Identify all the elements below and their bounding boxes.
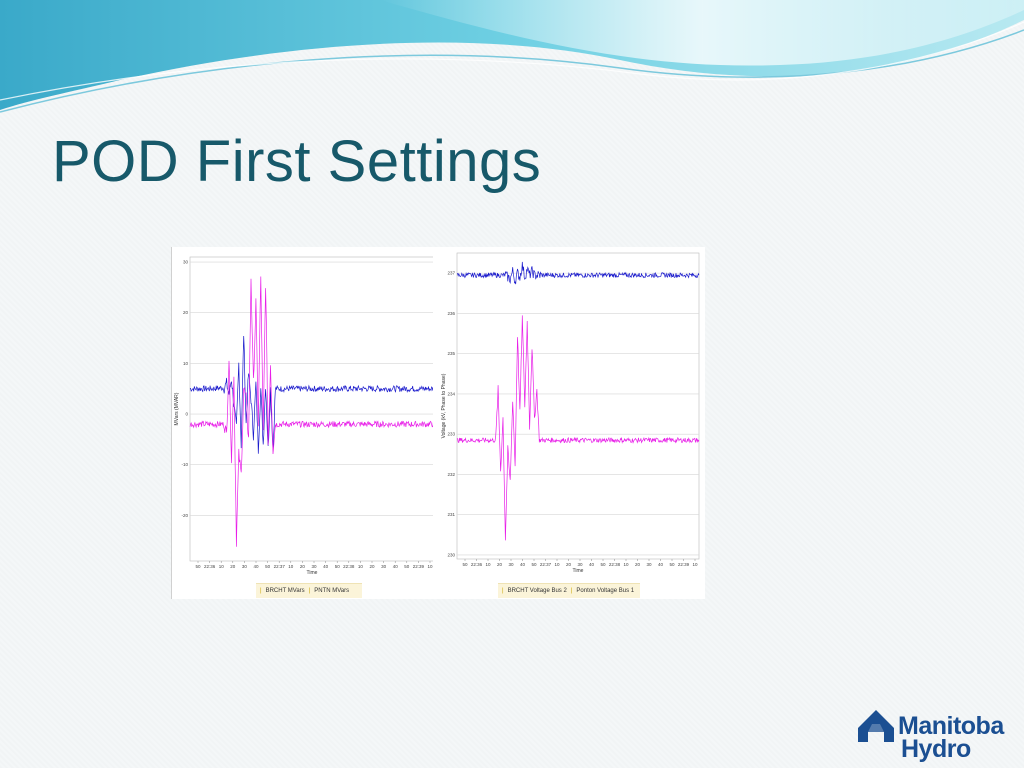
voltage-x-tick-label: 40 (658, 562, 664, 567)
voltage-x-tick-label: 22:36 (471, 562, 483, 567)
mvars-x-tick-label: 30 (381, 564, 387, 569)
mvars-x-tick-label: 10 (427, 564, 433, 569)
mvars-x-tick-label: 40 (253, 564, 259, 569)
voltage-x-tick-label: 30 (508, 562, 514, 567)
mvars-x-tick-label: 50 (265, 564, 271, 569)
voltage-x-tick-label: 50 (462, 562, 468, 567)
voltage-legend: | BRCHT Voltage Bus 2 | Ponton Voltage Bus … (498, 583, 640, 598)
mvars-legend: | BRCHT MVars | PNTN MVars (256, 583, 362, 598)
voltage-y-tick-label: 234 (447, 391, 455, 396)
voltage-x-tick-label: 20 (635, 562, 641, 567)
mvars-y-tick-label: 0 (185, 412, 188, 417)
voltage-x-tick-label: 22:39 (678, 562, 690, 567)
voltage-y-axis-label: Voltage (kV, Phase to Phase) (441, 373, 447, 438)
slide-title: POD First Settings (52, 129, 542, 194)
mvars-chart-panel: 30 20 10 0 -10 -20 50 22:36 10 20 30 40 50 22:37 10 20 3… (171, 247, 442, 599)
manitoba-hydro-logo: Manitoba Hydro (850, 700, 1024, 768)
mvars-x-tick-label: 10 (219, 564, 225, 569)
mvars-x-tick-label: 22:37 (274, 564, 286, 569)
mvars-x-axis-label: Time (307, 570, 318, 576)
mvars-x-tick-label: 50 (404, 564, 410, 569)
mvars-y-tick-label: -10 (181, 462, 188, 467)
legend-separator: | (260, 588, 262, 594)
voltage-chart-panel: 237 236 235 234 233 232 231 230 50 22:36 10 20 30 40 5… (433, 247, 705, 599)
mvars-series-line-2 (189, 276, 435, 547)
mvars-x-tick-label: 20 (230, 564, 236, 569)
voltage-x-tick-label: 30 (646, 562, 652, 567)
mvars-x-tick-label: 30 (311, 564, 317, 569)
voltage-series-line-2 (456, 315, 700, 541)
mvars-x-tick-label: 22:39 (413, 564, 425, 569)
mvars-plot-area (189, 256, 435, 562)
mvars-y-tick-label: 10 (183, 361, 189, 366)
mvars-x-tick-label: 20 (300, 564, 306, 569)
header-swoosh-decoration (0, 0, 1024, 113)
voltage-y-tick-label: 237 (447, 271, 455, 276)
mvars-x-tick-label: 20 (369, 564, 375, 569)
mvars-y-tick-label: -20 (181, 513, 188, 518)
mvars-x-tick-label: 22:36 (204, 564, 216, 569)
voltage-y-tick-label: 231 (447, 512, 455, 517)
voltage-y-tick-label: 232 (447, 472, 455, 477)
voltage-x-tick-label: 10 (554, 562, 560, 567)
voltage-plot-area (456, 252, 700, 560)
legend-separator: | (308, 588, 311, 594)
voltage-x-tick-label: 22:38 (609, 562, 621, 567)
legend-separator: | (570, 588, 573, 594)
voltage-x-tick-label: 10 (485, 562, 491, 567)
legend-separator: | (502, 588, 504, 594)
voltage-x-tick-label: 30 (577, 562, 583, 567)
mvars-x-tick-label: 30 (242, 564, 248, 569)
mvars-y-axis-label: MVars (MVAR) (174, 392, 180, 425)
legend-entry-brcht-mvars: BRCHT MVars (265, 588, 305, 594)
mvars-y-tick-label: 30 (183, 260, 189, 265)
mvars-y-tick-label: 20 (183, 310, 189, 315)
mvars-series-line-1 (189, 335, 435, 454)
voltage-y-tick-label: 236 (447, 311, 455, 316)
voltage-x-tick-label: 40 (589, 562, 595, 567)
voltage-x-tick-label: 40 (520, 562, 526, 567)
voltage-series-line-1 (456, 261, 700, 285)
voltage-x-axis-label: Time (573, 568, 584, 574)
manitoba-hydro-mark-icon (858, 710, 894, 742)
voltage-x-tick-label: 50 (600, 562, 606, 567)
mvars-x-tick-label: 10 (358, 564, 364, 569)
logo-text-hydro: Hydro (901, 735, 971, 763)
voltage-x-tick-label: 50 (669, 562, 675, 567)
mvars-x-tick-label: 50 (335, 564, 341, 569)
legend-entry-ponton-voltage: Ponton Voltage Bus 1 (576, 588, 635, 594)
logo-text-manitoba: Manitoba (898, 712, 1004, 740)
voltage-y-tick-label: 230 (447, 552, 455, 557)
voltage-x-tick-label: 10 (623, 562, 629, 567)
mvars-x-tick-label: 10 (288, 564, 294, 569)
mvars-x-tick-label: 40 (323, 564, 329, 569)
voltage-x-tick-label: 20 (497, 562, 503, 567)
voltage-x-tick-label: 20 (566, 562, 572, 567)
mvars-x-tick-label: 50 (195, 564, 201, 569)
mvars-x-tick-label: 22:38 (343, 564, 355, 569)
voltage-x-tick-label: 10 (692, 562, 698, 567)
legend-entry-brcht-voltage: BRCHT Voltage Bus 2 (507, 588, 567, 594)
voltage-x-tick-label: 50 (531, 562, 537, 567)
voltage-x-tick-label: 22:37 (540, 562, 552, 567)
voltage-y-tick-label: 235 (447, 351, 455, 356)
legend-entry-pntn-mvars: PNTN MVars (314, 588, 350, 594)
voltage-y-tick-label: 233 (447, 432, 455, 437)
mvars-x-tick-label: 40 (393, 564, 399, 569)
